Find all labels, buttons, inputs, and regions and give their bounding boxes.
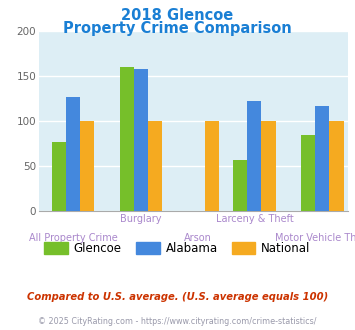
Text: All Property Crime: All Property Crime [29, 233, 118, 243]
Text: Burglary: Burglary [120, 214, 162, 224]
Bar [205, 121, 219, 211]
Text: Compared to U.S. average. (U.S. average equals 100): Compared to U.S. average. (U.S. average … [27, 292, 328, 302]
Bar [134, 69, 148, 211]
Bar [262, 121, 275, 211]
Bar [120, 67, 134, 211]
Bar [80, 121, 94, 211]
Text: Property Crime Comparison: Property Crime Comparison [63, 21, 292, 36]
Text: 2018 Glencoe: 2018 Glencoe [121, 8, 234, 23]
Bar [52, 142, 66, 211]
Bar [233, 160, 247, 211]
Legend: Glencoe, Alabama, National: Glencoe, Alabama, National [40, 237, 315, 260]
Text: Larceny & Theft: Larceny & Theft [215, 214, 293, 224]
Bar [148, 121, 162, 211]
Text: © 2025 CityRating.com - https://www.cityrating.com/crime-statistics/: © 2025 CityRating.com - https://www.city… [38, 317, 317, 326]
Bar [315, 106, 329, 211]
Bar [247, 102, 262, 211]
Bar [301, 135, 315, 211]
Text: Motor Vehicle Theft: Motor Vehicle Theft [275, 233, 355, 243]
Bar [329, 121, 344, 211]
Bar [66, 97, 80, 211]
Text: Arson: Arson [184, 233, 212, 243]
